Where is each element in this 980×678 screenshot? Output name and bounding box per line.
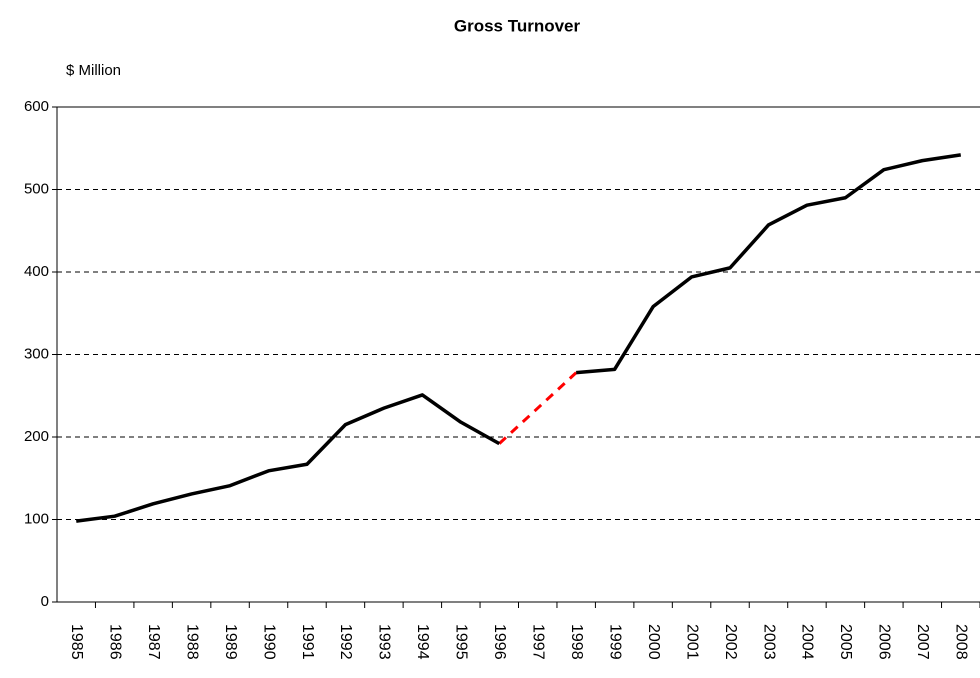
x-tick-label: 1985 xyxy=(68,624,85,660)
x-tick-label: 1987 xyxy=(145,624,162,660)
x-tick-label: 2001 xyxy=(683,624,700,660)
x-tick-label: 1998 xyxy=(568,624,585,660)
x-tick-label: 1992 xyxy=(337,624,354,660)
x-tick-label: 1991 xyxy=(299,624,316,660)
y-axis-label: $ Million xyxy=(66,62,121,79)
x-tick-label: 2004 xyxy=(799,624,816,660)
y-tick-label: 200 xyxy=(24,428,49,445)
x-tick-label: 2006 xyxy=(876,624,893,660)
x-tick-label: 1999 xyxy=(606,624,623,660)
x-tick-label: 1989 xyxy=(222,624,239,660)
x-tick-label: 2008 xyxy=(953,624,970,660)
y-tick-label: 400 xyxy=(24,263,49,280)
x-tick-label: 1990 xyxy=(260,624,277,660)
x-tick-label: 2003 xyxy=(760,624,777,660)
x-tick-label: 1993 xyxy=(376,624,393,660)
y-tick-label: 0 xyxy=(41,593,49,610)
line-series xyxy=(76,153,962,523)
gap-connector xyxy=(498,371,578,445)
x-tick-label: 1994 xyxy=(414,624,431,660)
x-tick-label: 1986 xyxy=(106,624,123,660)
y-tick-label: 600 xyxy=(24,98,49,115)
x-tick-label: 2007 xyxy=(914,624,931,660)
x-tick-label: 1988 xyxy=(183,624,200,660)
y-tick-label: 500 xyxy=(24,180,49,197)
x-tick-label: 1995 xyxy=(453,624,470,660)
x-tick-label: 1997 xyxy=(529,624,546,660)
x-tick-label: 2005 xyxy=(837,624,854,660)
x-tick-label: 2000 xyxy=(645,624,662,660)
chart-title: Gross Turnover xyxy=(454,16,581,35)
x-tick-label: 1996 xyxy=(491,624,508,660)
y-tick-label: 100 xyxy=(24,510,49,527)
y-tick-label: 300 xyxy=(24,345,49,362)
x-tick-label: 2002 xyxy=(722,624,739,660)
